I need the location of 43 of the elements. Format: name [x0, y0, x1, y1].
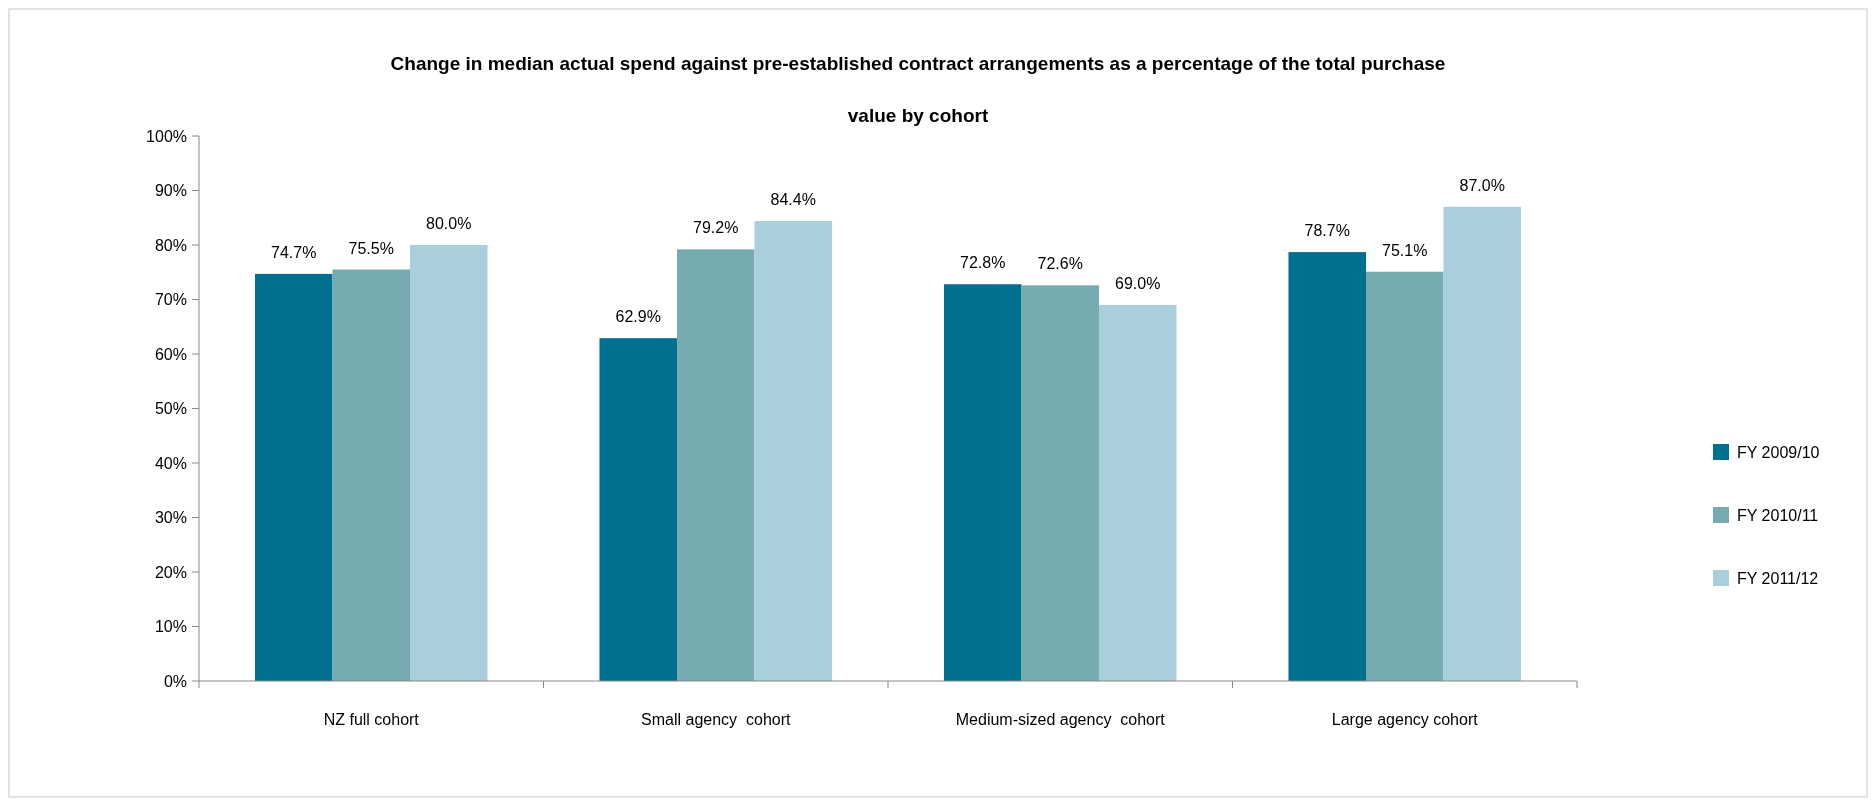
- legend-label: FY 2011/12: [1737, 569, 1819, 587]
- y-tick-label: 90%: [154, 182, 187, 200]
- chart-title: Change in median actual spend against pre-established contract arrangements as a percentage of the total purchase value by cohort: [390, 53, 1446, 126]
- legend-label: FY 2010/11: [1737, 506, 1819, 524]
- bar: [943, 284, 1022, 681]
- data-label: 72.8%: [960, 254, 1006, 272]
- bar: [1099, 304, 1177, 681]
- data-label: 80.0%: [426, 215, 472, 232]
- bar: [1365, 271, 1444, 681]
- bar: [754, 221, 833, 681]
- data-label: 75.1%: [1382, 241, 1428, 259]
- y-tick-label: 80%: [154, 236, 187, 254]
- y-tick-label: 20%: [154, 563, 187, 581]
- y-tick-label: 0%: [163, 672, 187, 690]
- bar: [410, 245, 488, 681]
- data-label: 72.6%: [1037, 255, 1083, 273]
- data-label: 69.0%: [1115, 274, 1161, 292]
- legend-label: FY 2009/10: [1737, 443, 1820, 461]
- bar: [1021, 285, 1099, 681]
- data-label: 84.4%: [770, 191, 816, 209]
- y-tick-label: 100%: [146, 127, 187, 145]
- data-label: 78.7%: [1304, 222, 1350, 240]
- y-tick-label: 30%: [154, 509, 187, 527]
- bar: [599, 338, 677, 681]
- x-tick-label: NZ full cohort: [323, 711, 420, 728]
- x-tick-label: Medium-sized agency cohort: [955, 711, 1166, 728]
- y-tick-label: 50%: [154, 400, 187, 418]
- data-label: 62.9%: [615, 308, 661, 326]
- data-label: 79.2%: [693, 219, 739, 237]
- y-tick-label: 10%: [154, 618, 187, 636]
- bar: [1288, 252, 1366, 681]
- y-tick-label: 70%: [154, 291, 187, 309]
- bar: [332, 269, 411, 681]
- x-tick-label: Large agency cohort: [1331, 711, 1479, 728]
- bar: [254, 273, 333, 681]
- x-tick-label: Small agency cohort: [641, 711, 792, 728]
- data-label: 87.0%: [1459, 176, 1505, 194]
- y-tick-label: 60%: [154, 345, 187, 363]
- data-label: 74.7%: [271, 243, 317, 261]
- y-tick-label: 40%: [154, 454, 187, 472]
- bar: [1443, 206, 1522, 681]
- bar: [676, 249, 755, 681]
- data-label: 75.5%: [348, 239, 394, 257]
